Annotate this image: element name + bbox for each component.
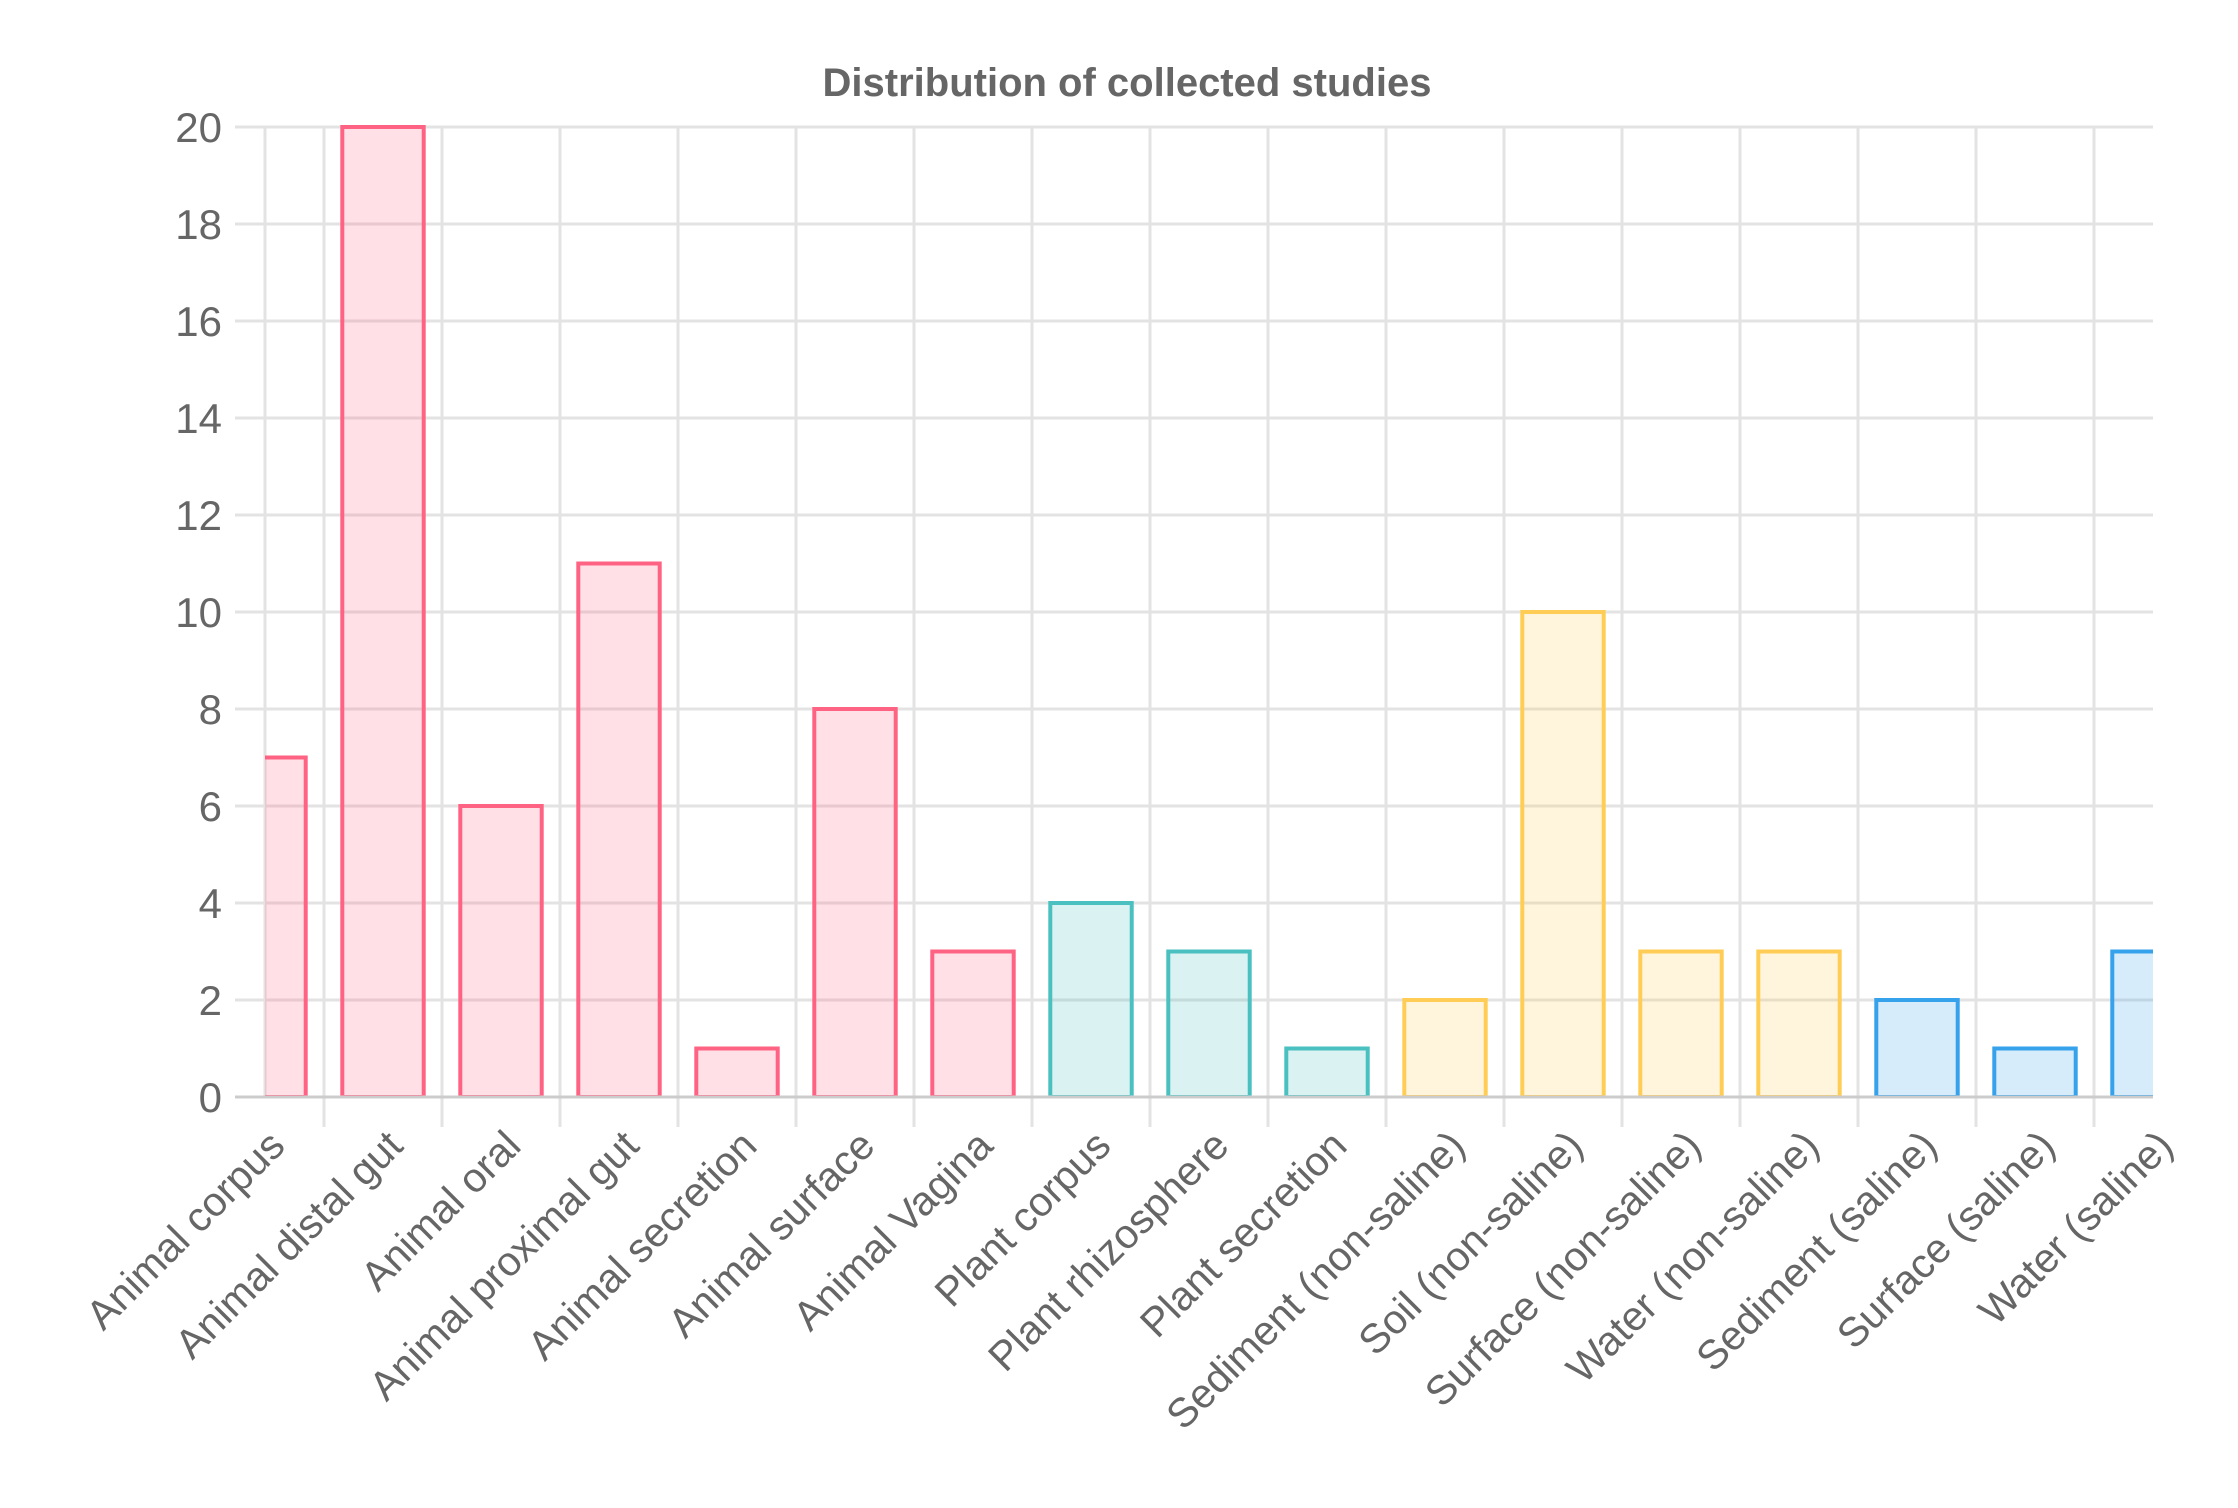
bar-water-saline[interactable] <box>2110 949 2193 1098</box>
bar-animal-secretion[interactable] <box>694 1046 780 1098</box>
bar-animal-surface[interactable] <box>812 707 898 1097</box>
bar-animal-distal-gut[interactable] <box>340 125 426 1097</box>
y-tick-label: 14 <box>175 395 222 442</box>
bar-animal-proximal-gut[interactable] <box>576 561 662 1098</box>
bar-surface-saline[interactable] <box>1992 1046 2078 1098</box>
bar-soil-non-saline[interactable] <box>1520 610 1606 1097</box>
x-tick-label: Animal surface <box>659 1122 883 1346</box>
x-tick-label: Animal Vagina <box>784 1122 1001 1339</box>
bar-sediment-non-saline[interactable] <box>1402 998 1488 1097</box>
bar-plant-rhizosphere[interactable] <box>1166 949 1252 1098</box>
y-tick-label: 12 <box>175 492 222 539</box>
y-tick-label: 10 <box>175 589 222 636</box>
bar-animal-oral[interactable] <box>458 804 544 1097</box>
x-tick-label: Animal corpus <box>77 1122 293 1338</box>
bar-sediment-saline[interactable] <box>1874 998 1960 1097</box>
bar-water-non-saline[interactable] <box>1756 949 1842 1098</box>
bar-animal-corpus[interactable] <box>224 755 308 1098</box>
x-tick-label: Surface (saline) <box>1828 1122 2064 1358</box>
y-tick-label: 18 <box>175 201 222 248</box>
y-tick-label: 16 <box>175 298 222 345</box>
bar-animal-vagina[interactable] <box>930 949 1016 1098</box>
chart-title: Distribution of collected studies <box>823 61 1432 105</box>
y-tick-label: 20 <box>175 104 222 151</box>
y-tick-label: 0 <box>199 1074 222 1121</box>
y-tick-label: 4 <box>199 880 222 927</box>
y-tick-label: 2 <box>199 977 222 1024</box>
bar-plant-corpus[interactable] <box>1048 901 1134 1097</box>
bar-surface-non-saline[interactable] <box>1638 949 1724 1098</box>
bars <box>224 125 2193 1098</box>
bar-plant-secretion[interactable] <box>1284 1046 1370 1098</box>
y-tick-label: 6 <box>199 783 222 830</box>
y-tick-label: 8 <box>199 686 222 733</box>
y-axis-tick-labels: 0 2 4 6 8 10 12 14 16 18 20 <box>175 104 222 1121</box>
grid <box>235 125 2153 1127</box>
x-tick-label: Plant secretion <box>1131 1122 1355 1346</box>
